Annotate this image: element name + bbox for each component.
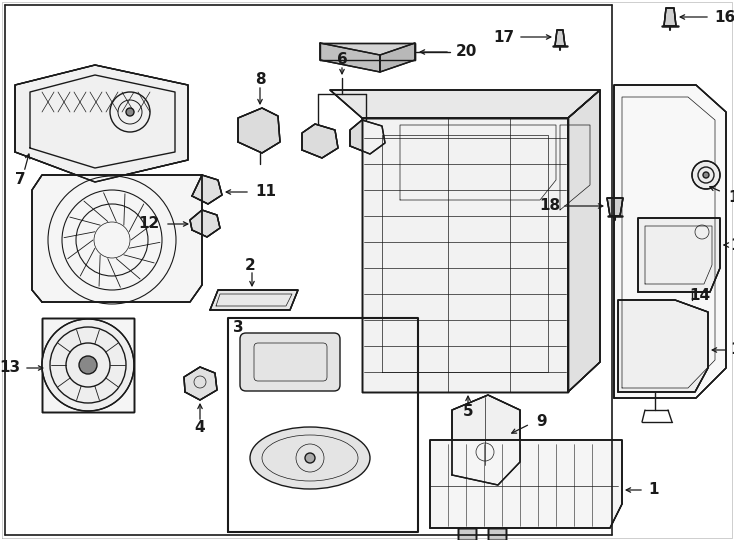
- Polygon shape: [362, 118, 568, 392]
- Polygon shape: [210, 290, 298, 310]
- Polygon shape: [380, 43, 415, 72]
- Circle shape: [305, 453, 315, 463]
- Text: 5: 5: [462, 404, 473, 420]
- Polygon shape: [452, 395, 520, 485]
- Text: 13: 13: [0, 361, 20, 375]
- Polygon shape: [458, 528, 476, 540]
- Text: 14: 14: [689, 287, 711, 302]
- Polygon shape: [614, 85, 726, 398]
- Text: 3: 3: [233, 321, 243, 335]
- Text: 9: 9: [536, 415, 547, 429]
- Text: 1: 1: [648, 483, 658, 497]
- Text: 16: 16: [714, 10, 734, 24]
- Polygon shape: [488, 528, 506, 540]
- Polygon shape: [32, 175, 202, 302]
- Polygon shape: [320, 43, 380, 72]
- Text: 20: 20: [456, 44, 477, 59]
- Text: 15: 15: [730, 238, 734, 253]
- Circle shape: [692, 161, 720, 189]
- Text: 4: 4: [195, 421, 206, 435]
- Polygon shape: [350, 120, 385, 154]
- Polygon shape: [638, 218, 720, 292]
- Polygon shape: [15, 65, 188, 182]
- Polygon shape: [190, 210, 220, 237]
- Text: 17: 17: [493, 30, 514, 44]
- Polygon shape: [42, 318, 134, 412]
- Polygon shape: [320, 43, 415, 60]
- Text: 18: 18: [539, 199, 560, 213]
- Polygon shape: [618, 300, 708, 392]
- Polygon shape: [555, 30, 565, 46]
- Polygon shape: [184, 367, 217, 400]
- Text: 11: 11: [255, 185, 276, 199]
- Text: 2: 2: [244, 258, 255, 273]
- Polygon shape: [302, 124, 338, 158]
- Text: 10: 10: [730, 342, 734, 357]
- Circle shape: [42, 319, 134, 411]
- Ellipse shape: [250, 427, 370, 489]
- Text: 7: 7: [15, 172, 25, 187]
- Text: 12: 12: [139, 217, 160, 232]
- Polygon shape: [568, 90, 600, 392]
- Polygon shape: [330, 90, 600, 118]
- Polygon shape: [192, 175, 222, 204]
- Text: 6: 6: [337, 52, 347, 68]
- Text: 19: 19: [728, 191, 734, 206]
- Polygon shape: [238, 108, 280, 153]
- Circle shape: [126, 108, 134, 116]
- Circle shape: [79, 356, 97, 374]
- FancyBboxPatch shape: [240, 333, 340, 391]
- Text: 8: 8: [255, 72, 265, 87]
- Polygon shape: [607, 198, 623, 216]
- Circle shape: [703, 172, 709, 178]
- Polygon shape: [664, 8, 676, 26]
- Polygon shape: [430, 440, 622, 528]
